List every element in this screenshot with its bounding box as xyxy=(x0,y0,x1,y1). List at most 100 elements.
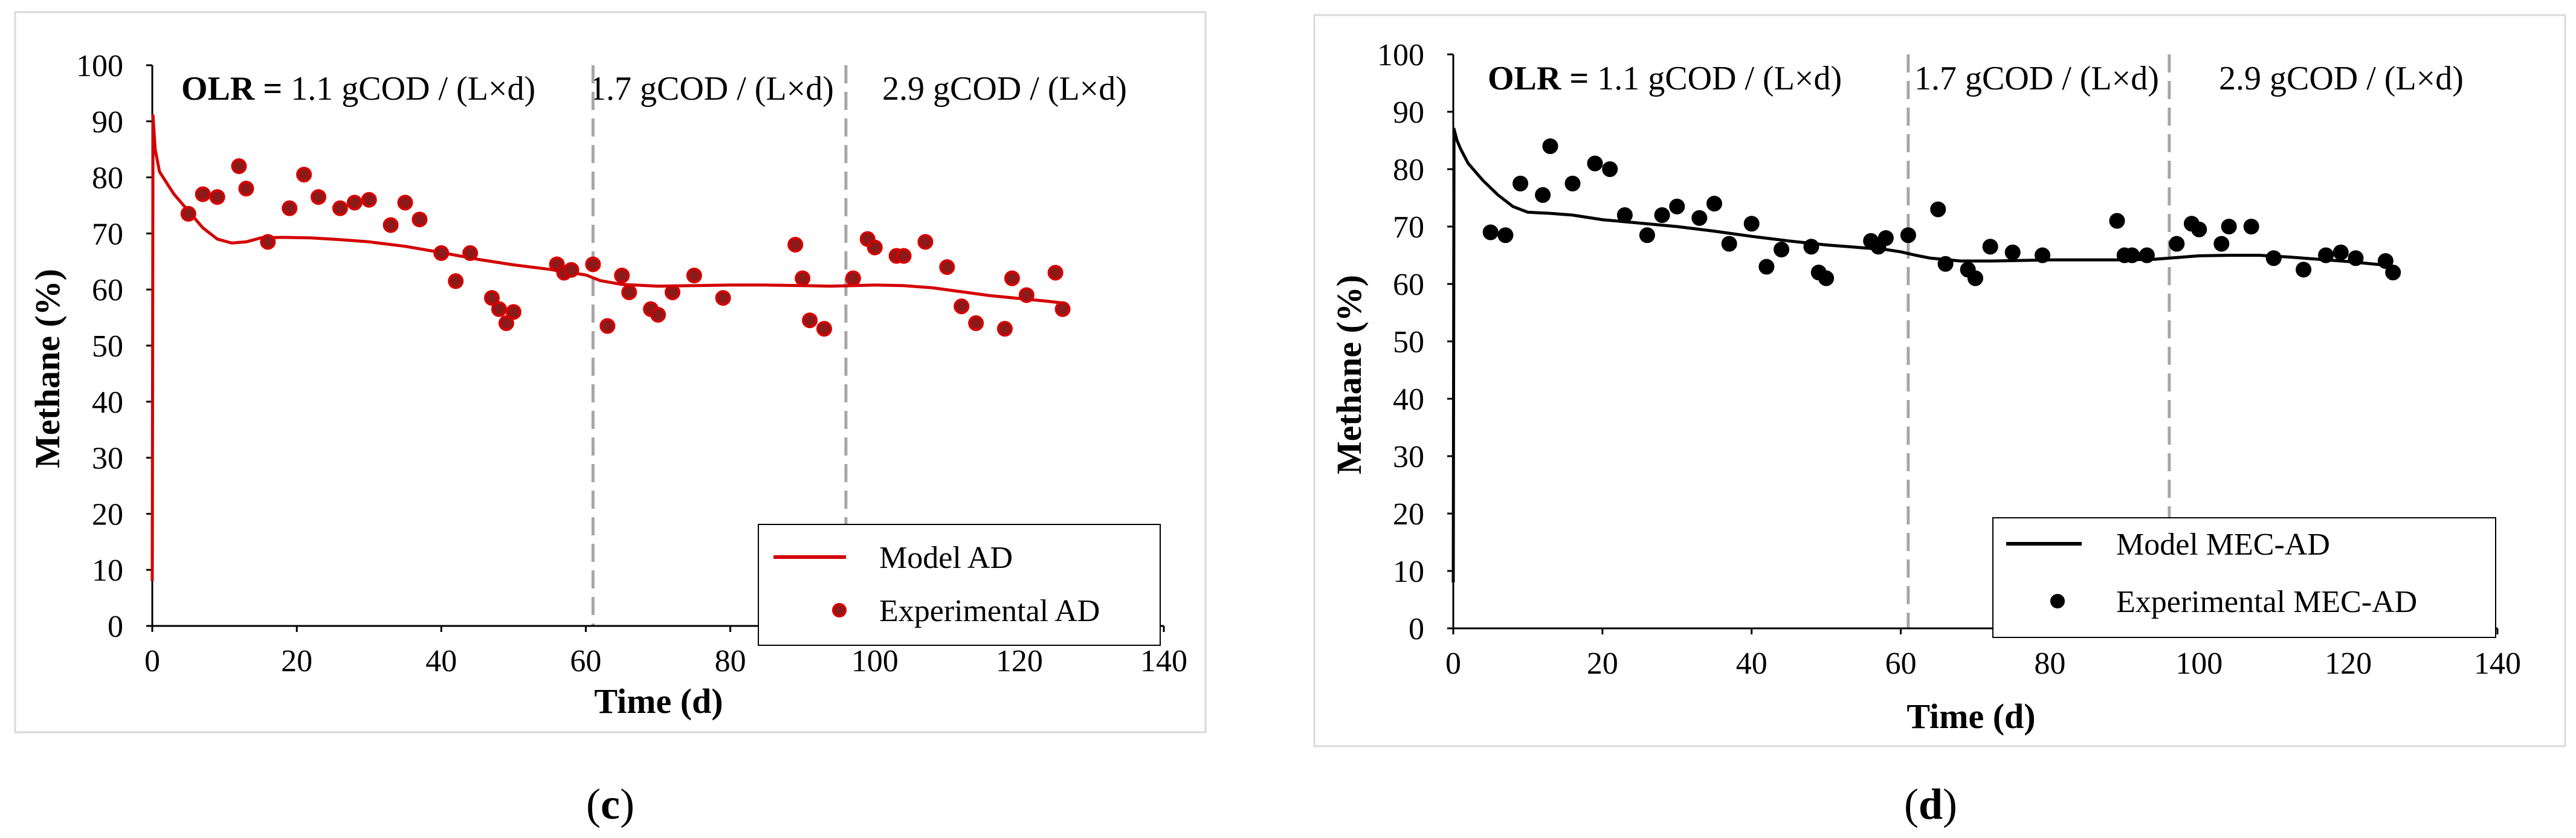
experimental-point xyxy=(802,312,818,329)
experimental-point xyxy=(650,306,666,323)
experimental-point xyxy=(1639,227,1655,243)
y-tick-label: 60 xyxy=(1393,268,1424,302)
phase-label-1: OLR = 1.1 gCOD / (L×d) xyxy=(181,70,535,108)
experimental-point xyxy=(939,259,955,276)
experimental-point xyxy=(1004,270,1020,286)
experimental-point xyxy=(1654,207,1670,223)
legend-marker-swatch xyxy=(2050,594,2065,608)
y-tick-label: 90 xyxy=(92,105,123,140)
experimental-point xyxy=(1482,224,1499,240)
y-axis-title: Methane (%) xyxy=(1329,275,1369,474)
experimental-point xyxy=(2004,244,2021,260)
experimental-point xyxy=(917,234,934,250)
y-tick-label: 90 xyxy=(1393,95,1424,130)
phase-label-2: 1.7 gCOD / (L×d) xyxy=(1914,60,2159,97)
experimental-point xyxy=(491,301,507,317)
experimental-point xyxy=(448,273,464,289)
experimental-point xyxy=(1587,155,1603,172)
legend-box xyxy=(758,524,1161,646)
experimental-point xyxy=(282,200,298,216)
experimental-point xyxy=(2139,247,2155,263)
experimental-point xyxy=(433,245,450,261)
experimental-point xyxy=(1054,301,1071,317)
experimental-point xyxy=(1758,259,1775,275)
olr-prefix: OLR = xyxy=(181,70,282,108)
experimental-point xyxy=(383,217,399,233)
experimental-point xyxy=(361,192,377,208)
x-tick-label: 120 xyxy=(996,644,1043,678)
experimental-point xyxy=(2213,236,2230,252)
y-tick-label: 20 xyxy=(92,497,123,532)
experimental-point xyxy=(231,158,247,175)
x-tick-label: 20 xyxy=(1587,646,1618,681)
y-tick-label: 20 xyxy=(1393,497,1424,532)
chart-panel-d: OLR = 1.1 gCOD / (L×d) 1.7 gCOD / (L×d) … xyxy=(1313,14,2566,828)
panel-label-d: (d) xyxy=(1904,780,1957,828)
experimental-point xyxy=(896,248,912,264)
x-tick-label: 140 xyxy=(2474,646,2521,681)
experimental-point xyxy=(664,284,680,300)
experimental-point xyxy=(1535,187,1551,203)
x-tick-label: 60 xyxy=(570,644,601,678)
phase-dividers xyxy=(1906,54,2171,628)
olr-prefix: OLR = xyxy=(1488,60,1589,97)
legend-label-experimental: Experimental MEC-AD xyxy=(2116,585,2417,619)
experimental-point xyxy=(2109,213,2125,229)
experimental-point xyxy=(787,236,804,253)
y-tick-label: 100 xyxy=(76,49,123,83)
phase-label-3: 2.9 gCOD / (L×d) xyxy=(882,70,1127,108)
x-tick-label: 0 xyxy=(144,644,160,678)
y-tick-label: 70 xyxy=(1393,210,1424,245)
y-axis-title: Methane (%) xyxy=(28,269,67,468)
axes: 0 10 20 30 40 50 60 70 80 90 100 0 20 40 60 80 100 120 140 xyxy=(76,49,1187,678)
experimental-point xyxy=(1691,210,1708,226)
y-tick-label: 30 xyxy=(92,442,123,476)
x-tick-label: 40 xyxy=(1736,646,1767,681)
experimental-point xyxy=(867,239,883,256)
experimental-point xyxy=(1818,270,1835,286)
experimental-point xyxy=(2332,244,2349,260)
phase-annotations: OLR = 1.1 gCOD / (L×d) 1.7 gCOD / (L×d) … xyxy=(181,70,1127,108)
experimental-point xyxy=(505,304,521,320)
experimental-point xyxy=(2265,250,2282,266)
experimental-point xyxy=(1512,175,1529,192)
y-tick-label: 40 xyxy=(1393,382,1424,417)
olr-value: 1.1 gCOD / (L×d) xyxy=(1589,60,1842,97)
phase-label-3: 2.9 gCOD / (L×d) xyxy=(2219,60,2464,97)
x-axis-title: Time (d) xyxy=(1906,697,2035,736)
experimental-point xyxy=(195,186,211,202)
experimental-point xyxy=(563,262,579,278)
experimental-point xyxy=(1542,138,1558,154)
y-tick-label: 50 xyxy=(1393,325,1424,359)
legend: Model MEC-AD Experimental MEC-AD xyxy=(1992,517,2496,638)
experimental-point xyxy=(2191,221,2207,237)
x-tick-label: 120 xyxy=(2325,646,2372,681)
experimental-point xyxy=(1930,201,1946,218)
x-tick-label: 40 xyxy=(425,644,457,678)
y-tick-label: 50 xyxy=(92,329,123,364)
legend-label-model: Model AD xyxy=(879,541,1013,575)
chart-panel-c: OLR = 1.1 gCOD / (L×d) 1.7 gCOD / (L×d) … xyxy=(14,11,1207,828)
experimental-point xyxy=(1018,287,1035,303)
experimental-point xyxy=(2377,253,2394,269)
model-line xyxy=(1451,127,2394,583)
experimental-point xyxy=(2296,262,2312,278)
x-tick-label: 80 xyxy=(715,644,746,678)
experimental-point xyxy=(238,181,254,197)
plot-area xyxy=(150,114,1071,581)
experimental-point xyxy=(346,195,363,211)
experimental-point xyxy=(1047,265,1064,281)
experimental-point xyxy=(795,270,811,286)
x-tick-label: 80 xyxy=(2034,646,2065,681)
olr-value: 1.1 gCOD / (L×d) xyxy=(282,70,535,108)
x-tick-label: 140 xyxy=(1140,644,1187,678)
y-tick-label: 70 xyxy=(92,217,123,251)
x-tick-label: 60 xyxy=(1885,646,1917,681)
phase-label-1: OLR = 1.1 gCOD / (L×d) xyxy=(1488,60,1842,97)
experimental-point xyxy=(180,205,196,222)
y-tick-label: 60 xyxy=(92,273,123,308)
y-tick-label: 10 xyxy=(1393,555,1424,589)
experimental-point xyxy=(1721,236,1737,252)
experimental-point xyxy=(2124,247,2140,263)
